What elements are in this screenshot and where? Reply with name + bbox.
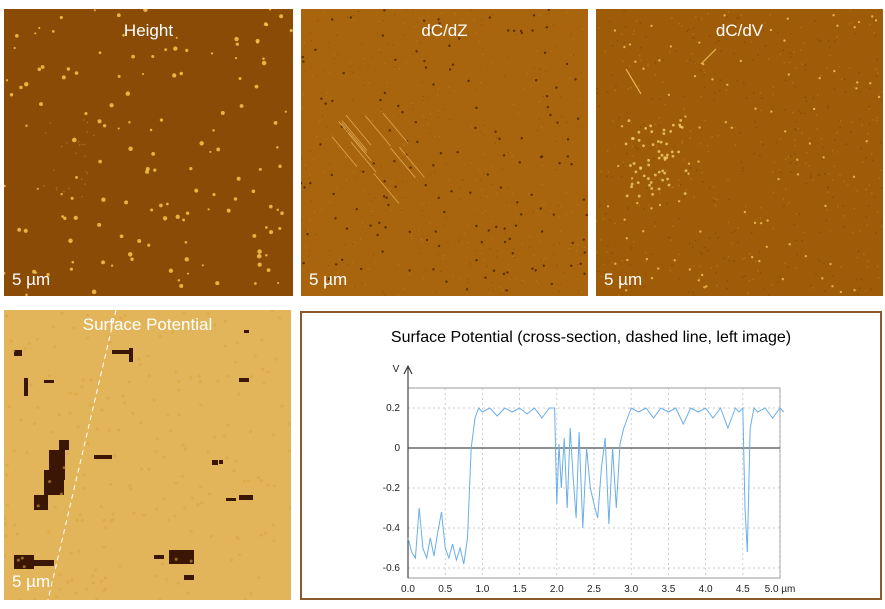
height-image-panel: Height 5 µm xyxy=(4,9,293,296)
x-tick-label: 4.5 xyxy=(736,584,750,595)
x-tick-label: 1.5 xyxy=(513,584,527,595)
x-tick-label: 2.0 xyxy=(550,584,564,595)
cross-section-chart: 0.0 0.5 1.0 1.5 2.0 2.5 3.0 3.5 4.0 4.5 5.0 µm 0.2 0… xyxy=(383,364,796,595)
surface-potential-line xyxy=(407,406,785,565)
surface-potential-image-panel: Surface Potential 5 µm xyxy=(4,310,291,600)
height-scale-label: 5 µm xyxy=(12,270,51,289)
chart-title: Surface Potential (cross-section, dashed… xyxy=(390,329,792,346)
height-title: Height xyxy=(123,21,174,40)
dcdv-image xyxy=(596,9,883,296)
cross-section-dashed-line xyxy=(47,310,117,600)
y-axis-arrow xyxy=(403,364,413,375)
dcdz-image xyxy=(301,9,588,296)
surface-potential-scale-label: 5 µm xyxy=(12,572,51,591)
x-tick-label: 5.0 µm xyxy=(765,584,796,595)
cross-section-chart-panel: Surface Potential (cross-section, dashed… xyxy=(300,311,882,600)
x-tick-label: 3.5 xyxy=(661,584,675,595)
surface-potential-title: Surface Potential xyxy=(82,315,213,334)
dcdv-scale-label: 5 µm xyxy=(604,270,643,289)
height-image xyxy=(4,9,293,296)
y-tick-label: 0 xyxy=(394,443,400,454)
y-tick-label: 0.2 xyxy=(386,403,400,414)
x-tick-label: 4.0 xyxy=(699,584,713,595)
dcdv-image-panel: dC/dV 5 µm xyxy=(596,9,883,296)
x-tick-label: 1.0 xyxy=(475,584,489,595)
y-tick-label: -0.2 xyxy=(383,483,401,494)
y-tick-label: -0.6 xyxy=(383,563,401,574)
dcdz-title: dC/dZ xyxy=(421,21,468,40)
y-tick-label: -0.4 xyxy=(383,523,401,534)
x-tick-label: 0.5 xyxy=(438,584,452,595)
y-axis-label: V xyxy=(393,364,400,375)
x-tick-label: 0.0 xyxy=(401,584,415,595)
dcdz-scale-label: 5 µm xyxy=(309,270,348,289)
dcdz-image-panel: dC/dZ 5 µm xyxy=(301,9,588,296)
x-tick-label: 2.5 xyxy=(587,584,601,595)
x-tick-label: 3.0 xyxy=(624,584,638,595)
surface-potential-image xyxy=(4,310,291,600)
dcdv-title: dC/dV xyxy=(715,21,764,40)
